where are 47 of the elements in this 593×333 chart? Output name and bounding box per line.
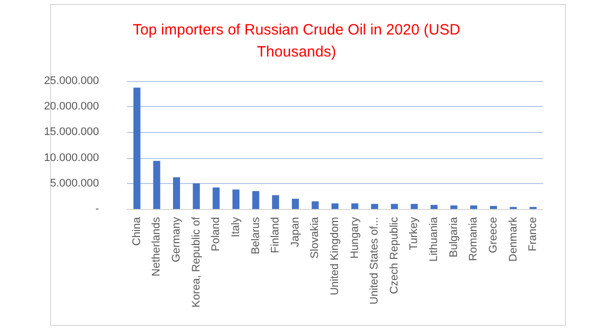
- bar: [232, 190, 240, 209]
- x-tick-label: Romania: [468, 216, 480, 262]
- x-tick-label: Denmark: [507, 216, 520, 262]
- bar: [332, 203, 338, 209]
- bar: [173, 177, 180, 209]
- bar: [450, 205, 458, 209]
- x-tick-label: Poland: [210, 217, 222, 252]
- bar: [292, 198, 299, 209]
- x-tick-label: United Kingdom: [329, 217, 341, 296]
- x-tick-label: Lithuania: [428, 216, 440, 262]
- y-tick-label: 10.000.000: [44, 152, 99, 164]
- y-tick-label: 20.000.000: [44, 100, 99, 113]
- bar: [272, 195, 280, 209]
- bar: [252, 191, 260, 209]
- x-tick-label: Turkey: [408, 216, 420, 250]
- x-tick-label: Belarus: [250, 216, 262, 254]
- y-tick-label: 15.000.000: [44, 126, 99, 138]
- x-tick-label: Korea, Republic of: [190, 216, 202, 308]
- bar: [490, 206, 497, 209]
- x-tick-label: Slovakia: [309, 216, 322, 259]
- x-tick-label: Finland: [270, 217, 282, 254]
- y-tick-label: -: [95, 203, 100, 215]
- x-tick-label: Czech Republic: [388, 216, 400, 294]
- y-tick-label: 5.000.000: [50, 177, 99, 190]
- bar: [371, 204, 378, 209]
- x-tick-label: Bulgaria: [448, 216, 460, 258]
- chart-title: Top importers of Russian Crude Oil in 2020 (USD Thousands): [132, 22, 460, 60]
- x-tick-label: China: [130, 216, 143, 246]
- x-tick-label: Netherlands: [150, 216, 163, 276]
- bar: [470, 205, 478, 209]
- x-tick-label: Japan: [289, 217, 302, 247]
- bar: [133, 88, 140, 209]
- bar: [212, 187, 220, 209]
- bar: [192, 183, 200, 209]
- x-tick-label: Italy: [230, 216, 242, 238]
- bar: [390, 204, 398, 209]
- x-tick-label: France: [527, 217, 540, 252]
- bar: [351, 203, 358, 209]
- x-tick-label: Greece: [487, 217, 500, 254]
- x-tick-label: United States of...: [368, 217, 381, 304]
- x-tick-label: Hungary: [348, 216, 361, 259]
- x-tick-label: Germany: [170, 216, 183, 262]
- bar: [410, 204, 418, 209]
- y-tick-label: 25.000.000: [44, 75, 99, 87]
- bar: [430, 204, 438, 209]
- bar: [312, 201, 319, 209]
- bar: [153, 160, 160, 209]
